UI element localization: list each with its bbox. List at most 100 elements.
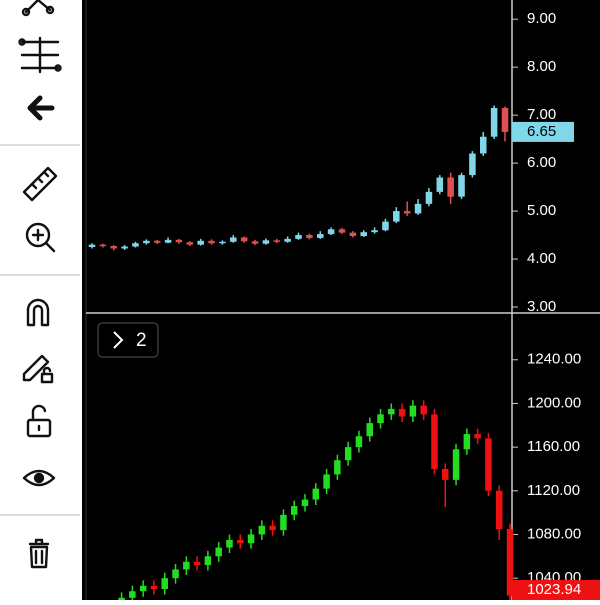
candle-body <box>327 229 335 235</box>
candle-body <box>301 499 309 507</box>
y-tick-label: 5.00 <box>527 202 556 219</box>
candle-body <box>99 244 107 247</box>
candle-body <box>312 488 320 500</box>
delete-tool[interactable] <box>28 538 50 569</box>
candle-body <box>240 237 248 242</box>
candle-body <box>409 405 417 417</box>
candle-body <box>121 246 128 249</box>
candle-body <box>269 525 276 531</box>
candle-body <box>129 591 136 598</box>
candle-body <box>193 561 201 566</box>
candle-body <box>219 241 226 244</box>
candle-body <box>495 490 503 530</box>
y-tick-label: 6.00 <box>527 154 556 171</box>
fib-tool[interactable] <box>18 36 62 74</box>
candle-body <box>501 107 509 132</box>
chevron <box>113 331 124 349</box>
candle-body <box>377 414 384 424</box>
candle-body <box>360 232 367 237</box>
candle-body <box>153 240 161 243</box>
draw-lock-tool[interactable] <box>22 354 54 384</box>
y-tick-label: 4.00 <box>527 250 556 267</box>
candle-body <box>150 585 158 590</box>
candle-body <box>349 232 357 237</box>
candle-body <box>334 460 341 475</box>
candle-body <box>382 221 389 231</box>
candle-body <box>366 423 373 437</box>
candle-body <box>186 242 194 245</box>
candle-body <box>338 229 346 233</box>
last-price-tag <box>512 121 574 142</box>
y-tick-label: 1120.00 <box>527 482 580 499</box>
candle-body <box>388 408 395 415</box>
pane-button-box[interactable] <box>97 322 159 358</box>
unlock-tool[interactable] <box>26 404 52 438</box>
y-tick-label: 1080.00 <box>527 525 581 542</box>
candle-body <box>143 240 150 244</box>
candle-body <box>110 246 117 249</box>
candle-body <box>164 239 172 243</box>
last-price-tag <box>512 580 600 600</box>
candle-body <box>172 569 179 579</box>
candle-body <box>403 211 411 214</box>
candle-body <box>247 534 255 544</box>
candle-body <box>183 561 190 570</box>
back-button[interactable] <box>27 95 55 121</box>
candles <box>88 105 509 251</box>
pane-number: 2 <box>136 330 147 351</box>
candle-body <box>230 237 237 242</box>
candle-body <box>237 539 244 544</box>
candle-body <box>251 241 259 244</box>
candle-body <box>88 244 96 248</box>
candle-body <box>490 107 498 137</box>
candle-body <box>474 434 481 439</box>
candle-body <box>469 153 476 176</box>
y-tick-label: 1200.00 <box>527 394 581 411</box>
candle-body <box>436 177 444 192</box>
y-tick-label: 3.00 <box>527 298 556 315</box>
candle-body <box>262 240 270 244</box>
candle-body <box>215 547 222 557</box>
candle-body <box>290 506 298 515</box>
candle-body <box>161 578 168 590</box>
candle-body <box>420 405 427 415</box>
candle-body <box>284 238 291 242</box>
candle-body <box>306 235 313 238</box>
candle-body <box>273 240 281 242</box>
zoom-tool[interactable] <box>25 222 56 253</box>
candle-body <box>485 438 492 491</box>
candles <box>110 400 514 605</box>
candle-body <box>258 525 266 535</box>
ruler-tool[interactable] <box>22 166 58 202</box>
last-price-label: 6.65 <box>527 123 556 140</box>
candle-body <box>280 514 287 531</box>
candle-body <box>414 203 422 214</box>
pane-button[interactable]: 2 <box>97 322 159 358</box>
y-tick-label: 7.00 <box>527 106 556 123</box>
candle-body <box>506 529 514 596</box>
candle-body <box>295 235 302 239</box>
candle-body <box>344 447 352 461</box>
magnet-tool[interactable] <box>26 298 50 327</box>
candle-body <box>371 230 378 233</box>
candle-body <box>323 474 330 489</box>
candle-body <box>425 191 433 204</box>
y-tick-label: 1160.00 <box>527 438 580 455</box>
candle-body <box>463 434 471 450</box>
candle-body <box>226 539 233 548</box>
candle-body <box>208 240 215 244</box>
pattern-tool[interactable] <box>21 0 55 17</box>
candle-body <box>431 414 438 469</box>
candle-body <box>197 240 204 245</box>
candle-body <box>316 234 324 238</box>
y-tick-label: 8.00 <box>527 58 556 75</box>
candle-body <box>393 211 400 222</box>
visibility-tool[interactable] <box>22 469 56 487</box>
candle-body <box>175 239 183 243</box>
candle-body <box>458 175 465 197</box>
candle-body <box>355 436 363 448</box>
candle-body <box>139 585 147 592</box>
